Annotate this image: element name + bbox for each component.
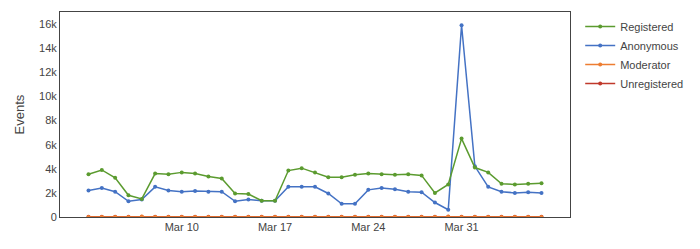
svg-text:Mar 24: Mar 24 [351, 221, 385, 233]
svg-text:10k: 10k [39, 90, 57, 102]
svg-text:12k: 12k [39, 66, 57, 78]
svg-text:Unregistered: Unregistered [620, 78, 683, 90]
svg-text:14k: 14k [39, 42, 57, 54]
svg-text:8k: 8k [45, 114, 57, 126]
svg-text:0: 0 [51, 211, 57, 223]
svg-text:Events: Events [12, 94, 27, 134]
svg-text:Anonymous: Anonymous [620, 40, 679, 52]
svg-text:Mar 31: Mar 31 [444, 221, 478, 233]
svg-text:2k: 2k [45, 187, 57, 199]
svg-text:4k: 4k [45, 163, 57, 175]
svg-text:16k: 16k [39, 18, 57, 30]
svg-text:Moderator: Moderator [620, 59, 670, 71]
svg-text:Registered: Registered [620, 21, 673, 33]
svg-text:6k: 6k [45, 139, 57, 151]
svg-text:Mar 10: Mar 10 [165, 221, 199, 233]
svg-text:Mar 17: Mar 17 [258, 221, 292, 233]
